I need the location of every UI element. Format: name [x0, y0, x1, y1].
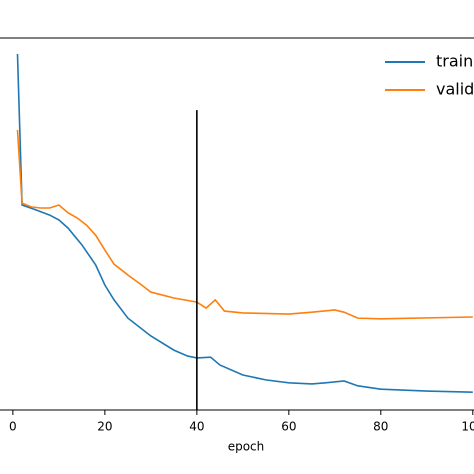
x-tick-label: 60	[281, 420, 296, 434]
x-tick-label: 100	[461, 420, 474, 434]
x-tick-label: 20	[97, 420, 112, 434]
x-tick-label: 80	[373, 420, 388, 434]
x-axis-label: epoch	[228, 440, 265, 454]
x-tick-label: 40	[189, 420, 204, 434]
legend-label: validation	[436, 80, 474, 99]
x-tick-label: 0	[9, 420, 17, 434]
line-series	[16, 53, 473, 393]
legend-label: train	[436, 52, 473, 71]
line-series	[16, 129, 473, 320]
